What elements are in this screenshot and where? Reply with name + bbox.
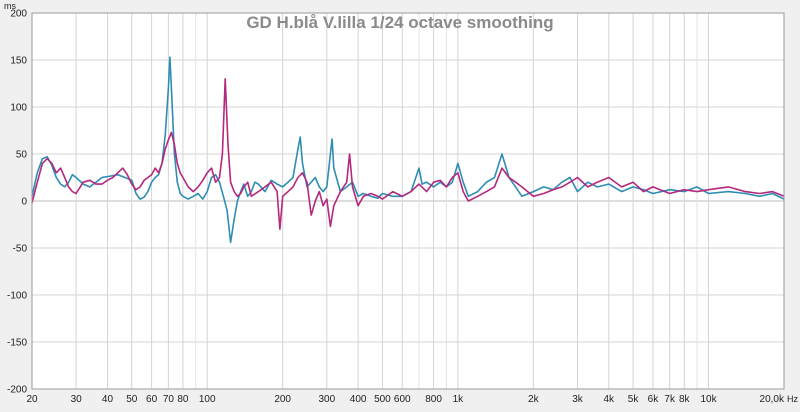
x-axis: 20 30 40 50 60 70 80 100 200 300 400 500 600 800 1k 2k 3… [26,394,785,405]
y-tick-label: 50 [16,150,28,161]
y-tick-label: -150 [7,338,27,349]
x-tick-label: 6k [648,394,660,405]
x-tick-label: 500 [374,394,391,405]
y-unit-label: ms [4,1,16,11]
y-tick-label: -100 [7,291,27,302]
x-tick-label: 4k [604,394,616,405]
x-tick-label: 600 [394,394,411,405]
x-tick-label: 50 [126,394,138,405]
x-unit-label: Hz [787,394,798,404]
x-tick-label: 8k [679,394,691,405]
x-tick-label: 60 [146,394,158,405]
y-tick-label: 150 [10,56,27,67]
x-tick-label: 70 [163,394,175,405]
x-tick-label: 3k [572,394,584,405]
y-tick-label: 200 [10,9,27,20]
x-tick-label: 80 [177,394,189,405]
y-tick-label: 0 [21,197,27,208]
x-tick-label: 800 [425,394,442,405]
x-tick-label: 7k [664,394,676,405]
y-tick-label: -50 [13,244,28,255]
x-tick-label: 5k [628,394,640,405]
x-tick-label: 100 [199,394,216,405]
x-tick-label: 30 [71,394,83,405]
x-tick-label: 40 [102,394,114,405]
x-tick-label: 300 [318,394,335,405]
x-tick-label: 10k [700,394,717,405]
y-tick-label: -200 [7,385,27,396]
y-tick-label: 100 [10,103,27,114]
y-axis: 200 150 100 50 0 -50 -100 -150 -200 [7,9,27,396]
x-tick-label: 400 [350,394,367,405]
x-tick-label: 1k [453,394,465,405]
x-tick-label: 2k [528,394,540,405]
x-tick-label: 200 [274,394,291,405]
x-tick-label: 20 [26,394,38,405]
plot-border [31,12,785,390]
x-tick-label: 20,0k [760,394,785,405]
series-layer [31,56,785,244]
series-line-2 [31,78,785,230]
chart-title: GD H.blå V.lilla 1/24 octave smoothing [246,13,553,32]
